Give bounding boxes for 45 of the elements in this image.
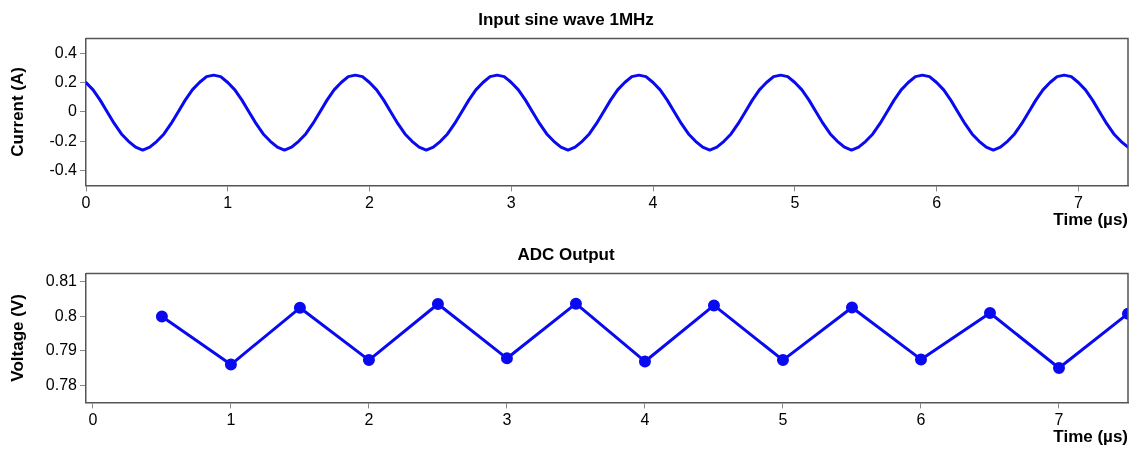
- point: [500, 352, 513, 365]
- point: [983, 306, 996, 319]
- point: [1052, 362, 1065, 374]
- y-tick-label: -0.4: [49, 161, 78, 179]
- x-tick-label: 3: [502, 411, 512, 429]
- x-tick-label: 1: [226, 411, 236, 429]
- y-tick-label: 0.81: [45, 272, 78, 290]
- chart-title: ADC Output: [517, 244, 615, 264]
- point: [707, 299, 720, 312]
- y-tick-label: -0.2: [49, 131, 78, 149]
- point: [224, 358, 237, 371]
- point: [845, 301, 858, 314]
- y-tick-label: 0.78: [45, 375, 78, 393]
- point: [155, 310, 168, 323]
- y-tick-label: 0.2: [54, 72, 78, 90]
- x-tick-label: 7: [1054, 411, 1064, 429]
- x-tick-label: 6: [932, 194, 942, 212]
- x-tick-label: 2: [365, 194, 375, 212]
- x-tick-label: 7: [1073, 194, 1083, 212]
- x-tick-label: 2: [364, 411, 374, 429]
- x-tick-label: 5: [778, 411, 788, 429]
- chart-title: Input sine wave 1MHz: [478, 9, 654, 29]
- x-tick-label: 4: [640, 411, 650, 429]
- x-axis-title: Time (µs): [1053, 427, 1128, 447]
- point: [362, 354, 375, 367]
- x-tick-label: 4: [648, 194, 658, 212]
- y-tick-label: 0: [68, 102, 78, 120]
- y-tick-label: 0.8: [54, 306, 78, 324]
- x-tick-label: 3: [506, 194, 516, 212]
- point: [638, 355, 651, 368]
- x-tick-label: 6: [916, 411, 926, 429]
- point: [431, 298, 444, 311]
- x-axis-title: Time (µs): [1053, 210, 1128, 230]
- y-axis-title: Current (A): [7, 67, 27, 157]
- y-tick-label: 0.79: [45, 341, 78, 359]
- y-tick-label: 0.4: [54, 43, 78, 61]
- x-tick-label: 0: [88, 411, 98, 429]
- point: [776, 354, 789, 367]
- point: [914, 353, 927, 366]
- point: [293, 301, 306, 314]
- x-tick-label: 5: [790, 194, 800, 212]
- point: [569, 297, 582, 310]
- x-tick-label: 1: [223, 194, 233, 212]
- y-axis-title: Voltage (V): [7, 294, 27, 382]
- x-tick-label: 0: [81, 194, 91, 212]
